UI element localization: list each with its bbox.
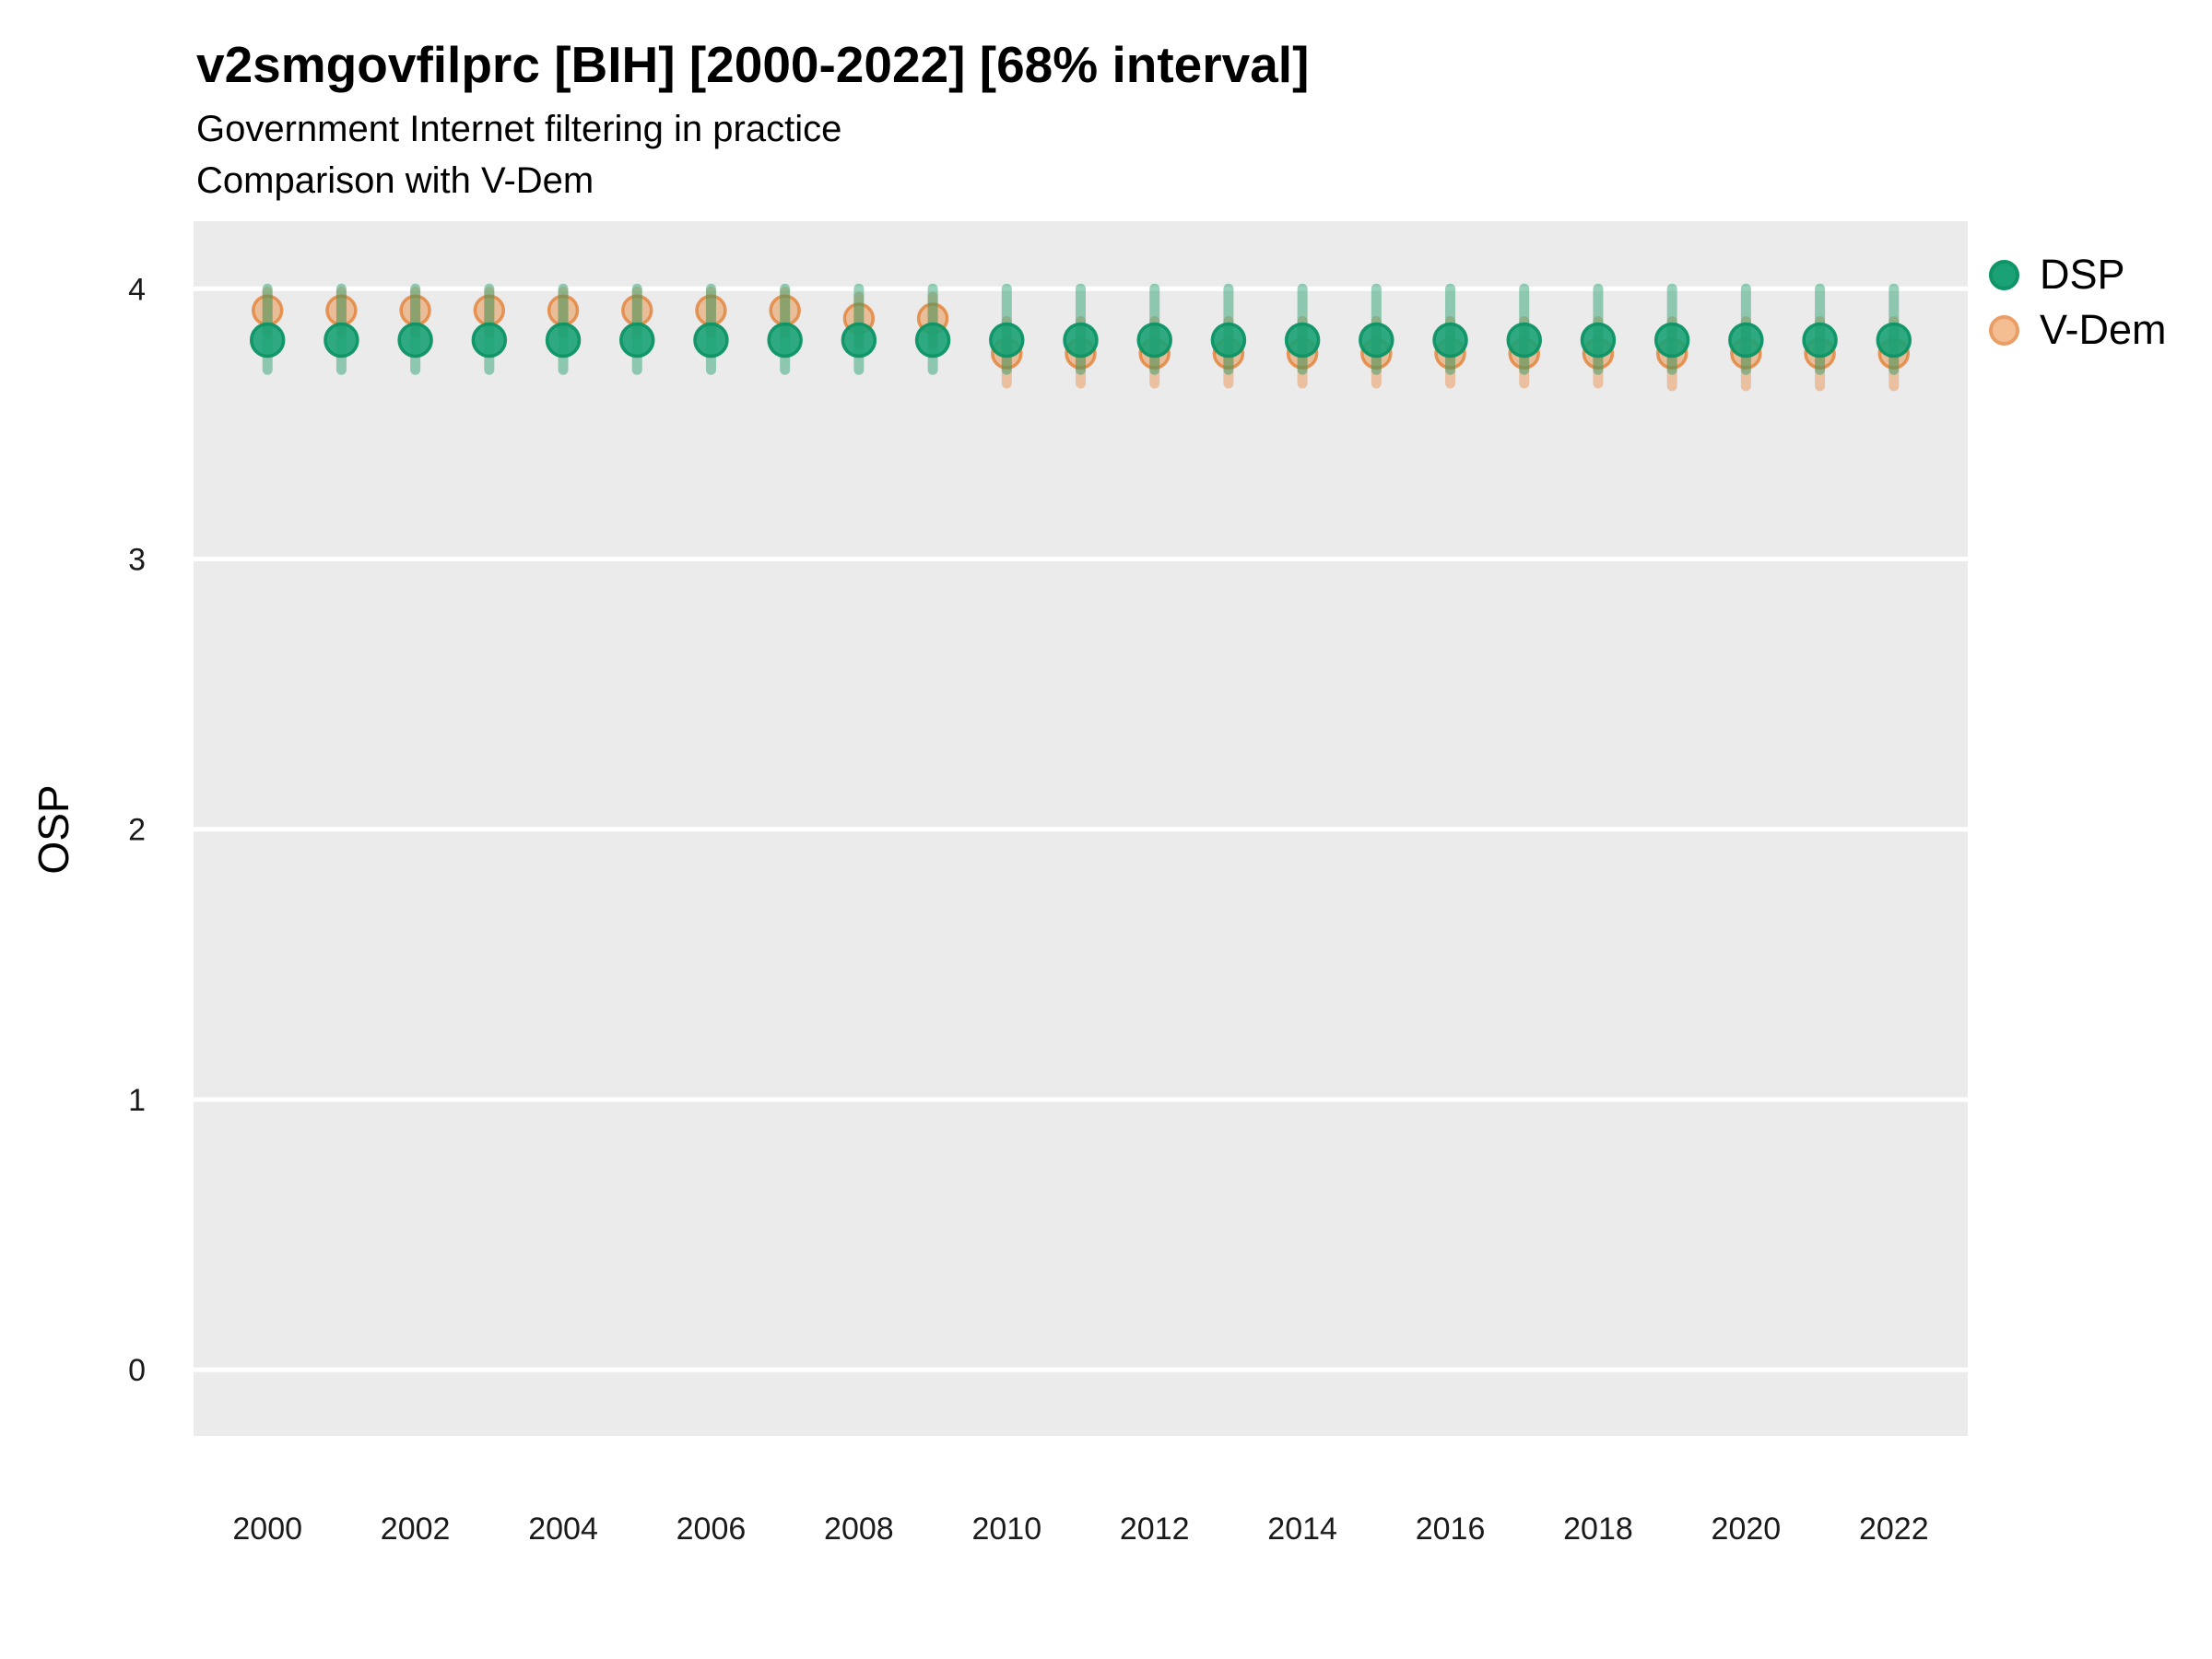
x-tick-label: 2006 xyxy=(677,1512,747,1547)
legend-label-dsp: DSP xyxy=(2040,251,2125,298)
dsp-point xyxy=(1653,322,1690,359)
y-axis-title: OSP xyxy=(29,784,77,875)
dsp-legend-swatch-icon xyxy=(1989,259,2019,290)
x-tick-label: 2018 xyxy=(1563,1512,1633,1547)
dsp-point xyxy=(693,322,729,359)
dsp-point xyxy=(324,322,359,359)
dsp-point xyxy=(619,322,655,359)
chart-title: v2smgovfilprc [BIH] [2000-2022] [68% int… xyxy=(196,36,1310,93)
dsp-point xyxy=(1136,322,1172,359)
dsp-point xyxy=(767,322,803,359)
dsp-point xyxy=(1359,322,1394,359)
x-tick-label: 2010 xyxy=(971,1512,1041,1547)
dsp-point xyxy=(1728,322,1764,359)
dsp-point xyxy=(1432,322,1468,359)
x-tick-label: 2020 xyxy=(1712,1512,1782,1547)
dsp-point xyxy=(914,322,951,359)
dsp-point xyxy=(249,322,286,359)
y-tick-label: 2 xyxy=(128,813,146,848)
dsp-point xyxy=(471,322,508,359)
dsp-point xyxy=(1063,322,1099,359)
legend-label-vdem: V-Dem xyxy=(2040,306,2167,353)
y-tick-label: 1 xyxy=(128,1083,146,1118)
x-tick-label: 2012 xyxy=(1120,1512,1190,1547)
legend: DSP V-Dem xyxy=(1989,247,2167,358)
dsp-point xyxy=(1506,322,1542,359)
y-tick-label: 0 xyxy=(128,1353,146,1388)
chart-subtitle-line1: Government Internet filtering in practic… xyxy=(196,109,842,149)
y-tick-label: 4 xyxy=(128,272,146,307)
chart-subtitle-line2: Comparison with V-Dem xyxy=(196,160,594,201)
dsp-point xyxy=(1284,322,1321,359)
dsp-point xyxy=(989,322,1025,359)
x-tick-label: 2004 xyxy=(528,1512,598,1547)
dsp-point xyxy=(1580,322,1617,359)
dsp-point xyxy=(397,322,433,359)
x-tick-label: 2008 xyxy=(824,1512,894,1547)
dsp-point xyxy=(841,322,877,359)
dsp-point xyxy=(1210,322,1247,359)
x-tick-label: 2022 xyxy=(1859,1512,1929,1547)
x-tick-label: 2014 xyxy=(1267,1512,1337,1547)
vdem-legend-swatch-icon xyxy=(1989,314,2019,346)
x-tick-label: 2002 xyxy=(381,1512,451,1547)
x-tick-label: 2016 xyxy=(1416,1512,1486,1547)
y-tick-label: 3 xyxy=(128,543,146,578)
legend-item-vdem: V-Dem xyxy=(1989,302,2167,358)
x-tick-label: 2000 xyxy=(232,1512,302,1547)
dsp-point xyxy=(545,322,582,359)
legend-item-dsp: DSP xyxy=(1989,247,2167,302)
dsp-point xyxy=(1802,322,1838,359)
dsp-point xyxy=(1876,322,1912,359)
